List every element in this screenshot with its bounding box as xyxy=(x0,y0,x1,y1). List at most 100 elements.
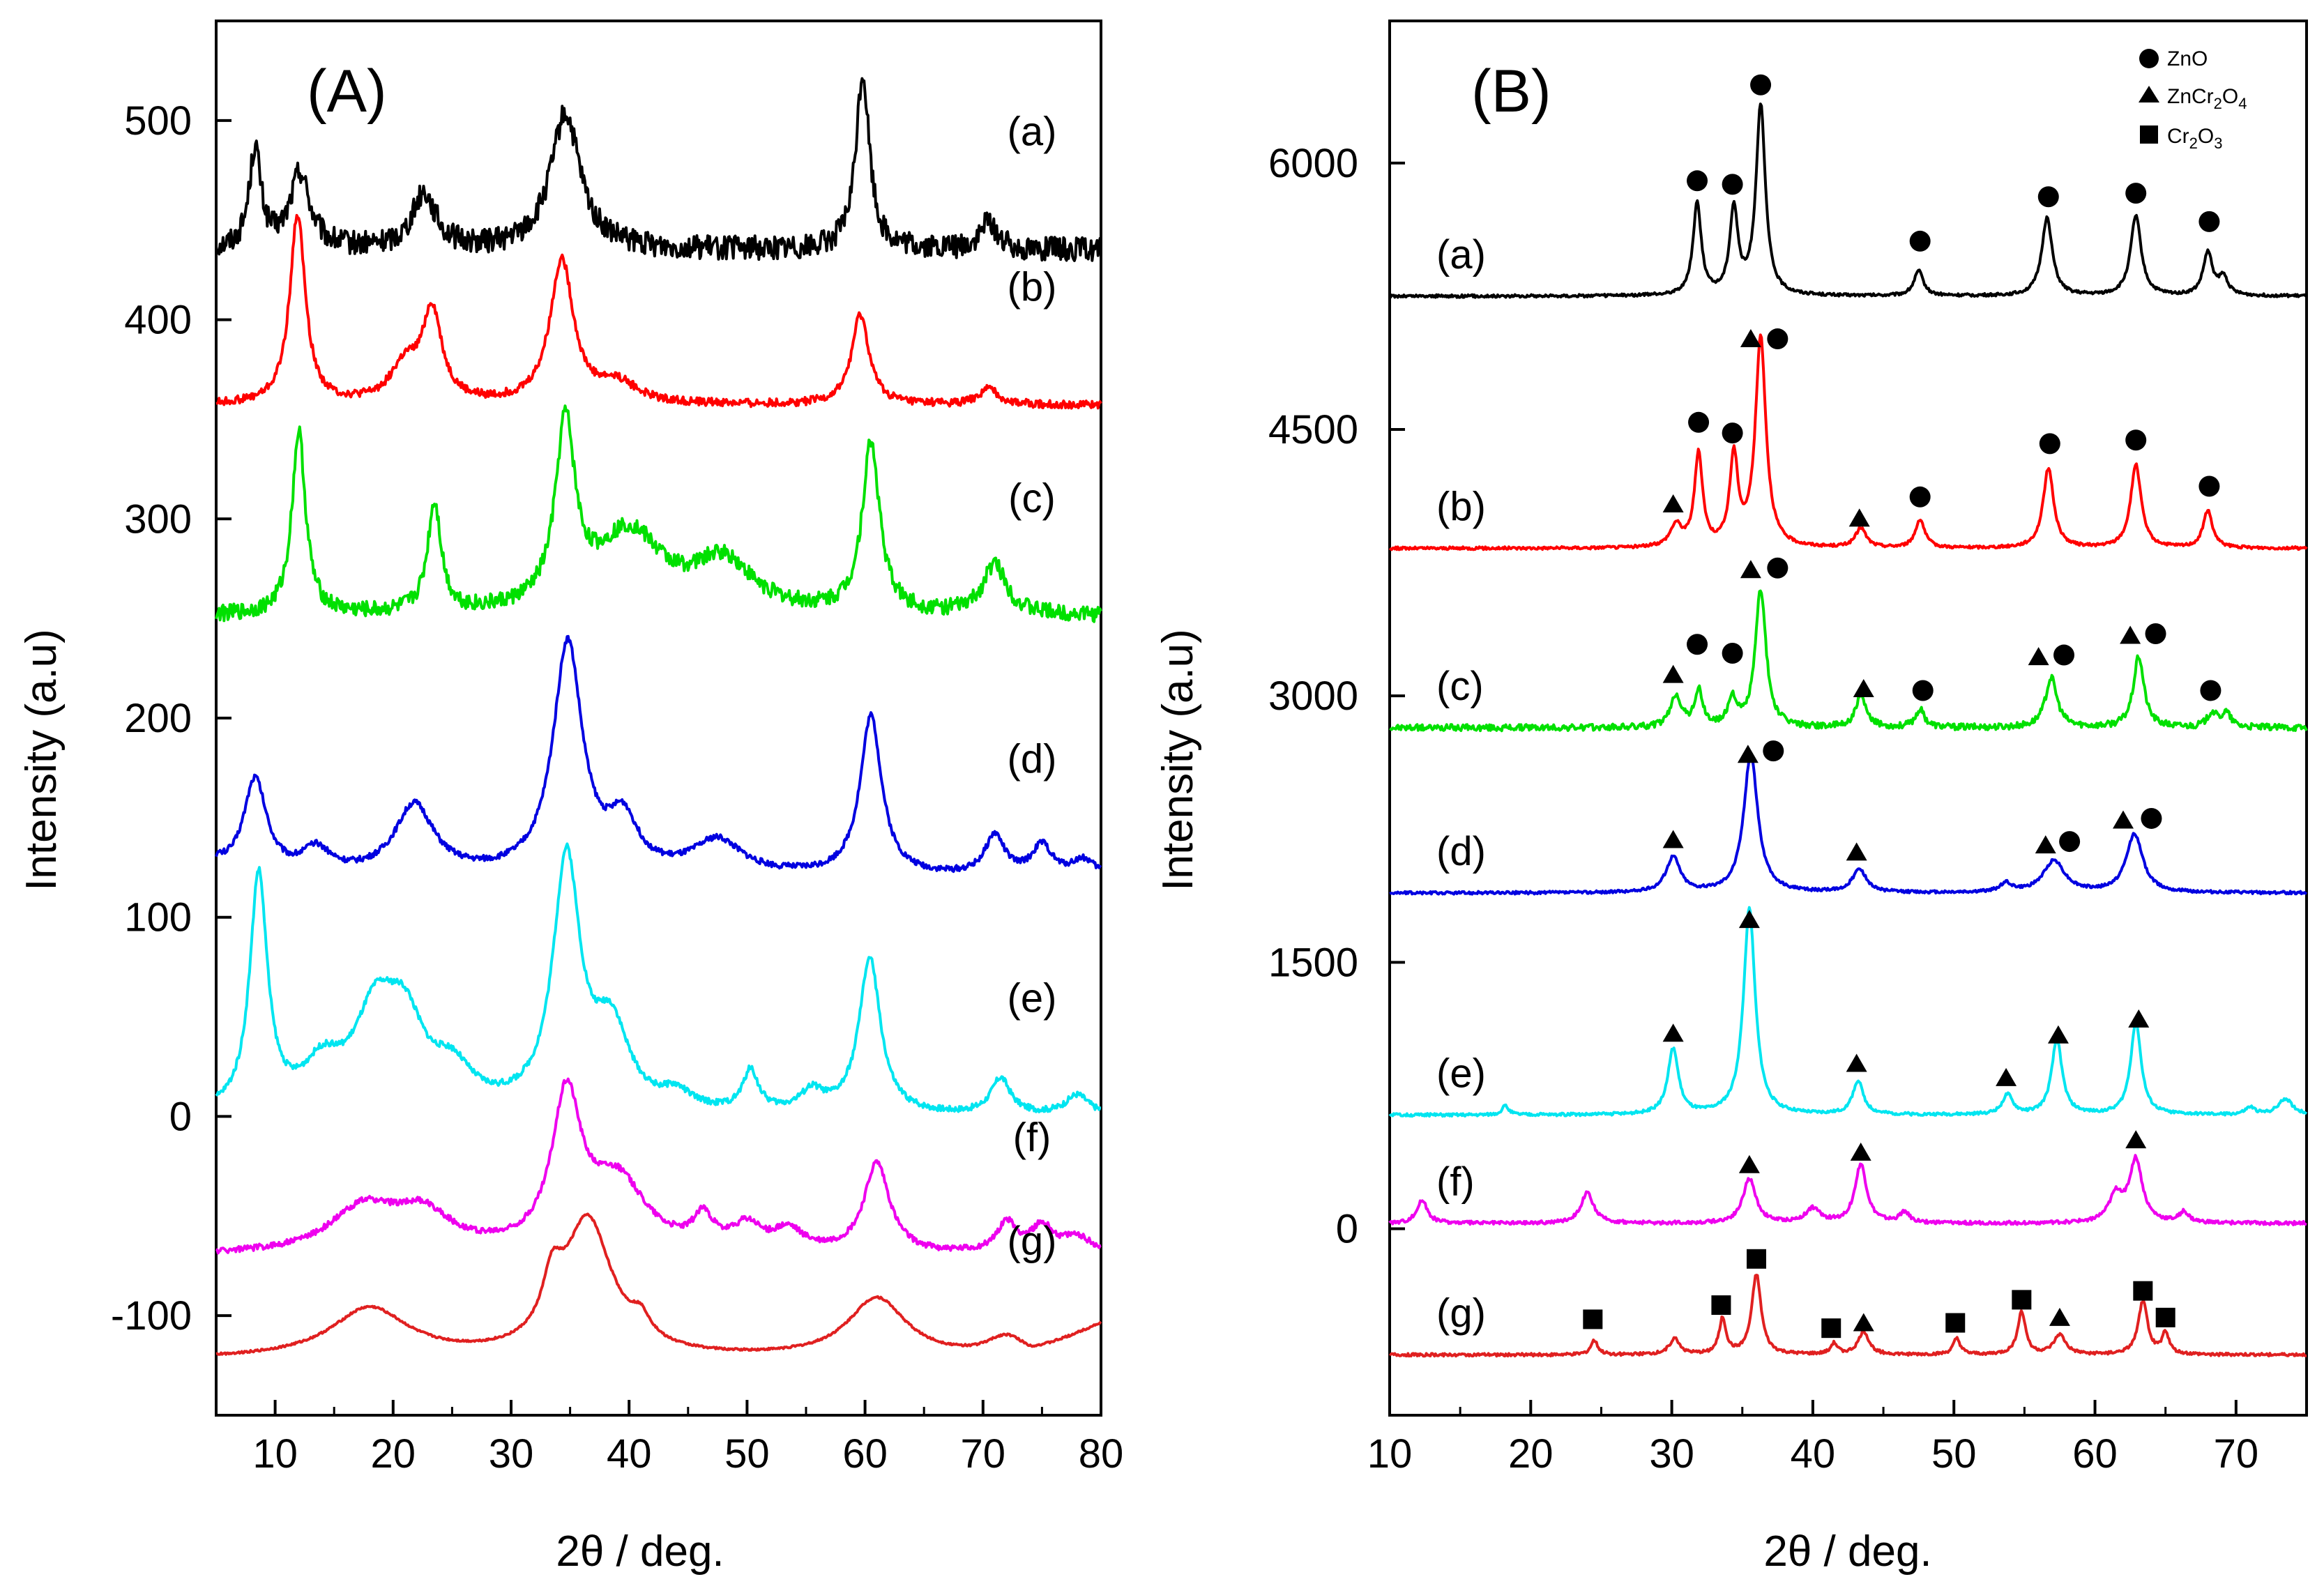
zncr2o4-peak-marker xyxy=(2128,1009,2150,1028)
series-line-b-b xyxy=(1388,333,2308,551)
legend-square-marker xyxy=(2140,125,2158,144)
series-label-b-d: (d) xyxy=(1436,829,1486,874)
zno-peak-marker xyxy=(1722,422,1743,444)
x-tick-label: 70 xyxy=(2214,1431,2259,1477)
series-line-a-c xyxy=(215,404,1102,623)
zncr2o4-peak-marker xyxy=(1738,910,1760,929)
cr2o3-peak-marker xyxy=(1711,1295,1731,1316)
panel-b-label: (B) xyxy=(1471,58,1551,125)
zncr2o4-peak-marker xyxy=(1662,830,1684,848)
zncr2o4-peak-marker xyxy=(1740,329,1761,348)
zno-peak-marker xyxy=(2039,433,2060,455)
series-label-b-e: (e) xyxy=(1436,1051,1486,1096)
x-tick-label: 70 xyxy=(961,1431,1006,1477)
series-label-a-f: (f) xyxy=(1013,1115,1051,1160)
zncr2o4-peak-marker xyxy=(1662,1023,1684,1042)
series-line-b-d xyxy=(1389,753,2308,896)
x-tick-label: 60 xyxy=(2072,1431,2118,1477)
zno-peak-marker xyxy=(1767,557,1788,579)
series-line-a-g xyxy=(215,1212,1102,1356)
zncr2o4-peak-marker xyxy=(1996,1067,2017,1086)
zno-peak-marker xyxy=(2141,807,2162,829)
zncr2o4-peak-marker xyxy=(1846,842,1867,861)
y-tick-label: 6000 xyxy=(1268,141,1358,186)
x-tick-label: 40 xyxy=(607,1431,652,1477)
panel-a: (A) 2θ / deg. Intensity (a.u) 10 20 30 40 50… xyxy=(17,20,1123,1576)
x-tick-label: 40 xyxy=(1791,1431,1836,1477)
panel-b-ticks: 10 20 30 40 50 60 70 0 1500 3000 4500 6000 xyxy=(1268,141,2308,1477)
panel-b-legend: ZnO ZnCr2O4 Cr2O3 xyxy=(2139,47,2247,152)
zno-peak-marker xyxy=(2198,475,2220,497)
zncr2o4-peak-marker xyxy=(2120,625,2141,644)
series-label-b-f: (f) xyxy=(1436,1159,1475,1205)
series-label-a-b: (b) xyxy=(1008,264,1057,310)
zno-peak-marker xyxy=(1722,174,1743,195)
x-tick-label: 80 xyxy=(1079,1431,1124,1477)
series-label-b-a: (a) xyxy=(1436,232,1486,277)
x-tick-label: 20 xyxy=(1508,1431,1554,1477)
zncr2o4-peak-marker xyxy=(1662,494,1684,512)
zno-peak-marker xyxy=(2145,623,2166,644)
panel-b-series: (a) (b) (c) (d) (e) (f) (g) xyxy=(1388,74,2308,1358)
zno-peak-marker xyxy=(2059,831,2081,853)
zno-peak-marker xyxy=(2037,186,2059,208)
series-label-b-g: (g) xyxy=(1436,1290,1486,1336)
series-line-a-a xyxy=(215,77,1102,262)
series-label-a-a: (a) xyxy=(1008,109,1057,155)
y-tick-label: 300 xyxy=(124,496,192,542)
x-tick-label: 30 xyxy=(489,1431,534,1477)
zncr2o4-peak-marker xyxy=(1662,664,1684,683)
zno-peak-marker xyxy=(1722,643,1743,664)
y-tick-label: 0 xyxy=(169,1094,192,1139)
x-tick-label: 50 xyxy=(724,1431,770,1477)
zno-peak-marker xyxy=(1687,634,1708,655)
panel-a-ticks: 10 20 30 40 50 60 70 80 -100 0 100 200 300 400 500 xyxy=(111,98,1123,1477)
cr2o3-peak-marker xyxy=(2133,1281,2153,1301)
zncr2o4-peak-marker xyxy=(1853,1313,1874,1332)
zno-peak-marker xyxy=(2198,211,2220,232)
zno-peak-marker xyxy=(1912,680,1934,701)
zncr2o4-peak-marker xyxy=(2028,647,2049,666)
y-tick-label: 4500 xyxy=(1268,407,1358,452)
cr2o3-peak-marker xyxy=(1821,1318,1841,1339)
series-line-a-f xyxy=(215,1077,1102,1255)
legend-circle-marker xyxy=(2139,49,2159,68)
panel-b: (B) 2θ / deg. Intensity (a.u) 10 20 30 40 50… xyxy=(1154,20,2308,1576)
series-label-a-g: (g) xyxy=(1008,1219,1057,1264)
zno-peak-marker xyxy=(1687,170,1708,192)
zncr2o4-peak-marker xyxy=(2113,810,2134,829)
zncr2o4-peak-marker xyxy=(2125,1130,2147,1149)
panel-b-y-axis-title: Intensity (a.u) xyxy=(1154,629,1202,891)
series-line-b-a xyxy=(1388,102,2308,299)
series-label-b-c: (c) xyxy=(1436,664,1484,709)
y-tick-label: 400 xyxy=(124,298,192,343)
zno-peak-marker xyxy=(1763,740,1784,762)
zno-peak-marker xyxy=(2125,183,2147,204)
x-tick-label: 20 xyxy=(371,1431,416,1477)
cr2o3-peak-marker xyxy=(1747,1249,1766,1269)
zncr2o4-peak-marker xyxy=(2049,1307,2070,1326)
zncr2o4-peak-marker xyxy=(1846,1053,1867,1072)
x-tick-label: 50 xyxy=(1931,1431,1977,1477)
series-label-a-c: (c) xyxy=(1008,475,1056,521)
x-tick-label: 10 xyxy=(252,1431,298,1477)
y-tick-label: 0 xyxy=(1336,1206,1358,1251)
legend-label-zncr2o4: ZnCr2O4 xyxy=(2167,85,2247,112)
zncr2o4-peak-marker xyxy=(1848,508,1870,527)
zno-peak-marker xyxy=(2200,680,2222,701)
zncr2o4-peak-marker xyxy=(2035,835,2056,854)
panel-a-x-axis-title: 2θ / deg. xyxy=(556,1527,724,1576)
cr2o3-peak-marker xyxy=(2012,1290,2032,1310)
series-line-a-b xyxy=(215,213,1102,410)
zncr2o4-peak-marker xyxy=(2047,1025,2069,1044)
zncr2o4-peak-marker xyxy=(1850,1142,1871,1161)
zncr2o4-peak-marker xyxy=(1853,678,1874,697)
cr2o3-peak-marker xyxy=(1583,1309,1603,1329)
series-line-a-e xyxy=(215,842,1102,1113)
series-line-b-e xyxy=(1388,906,2308,1118)
x-tick-label: 30 xyxy=(1649,1431,1694,1477)
panel-a-y-axis-title: Intensity (a.u) xyxy=(17,629,66,891)
panel-b-x-axis-title: 2θ / deg. xyxy=(1763,1527,1931,1576)
